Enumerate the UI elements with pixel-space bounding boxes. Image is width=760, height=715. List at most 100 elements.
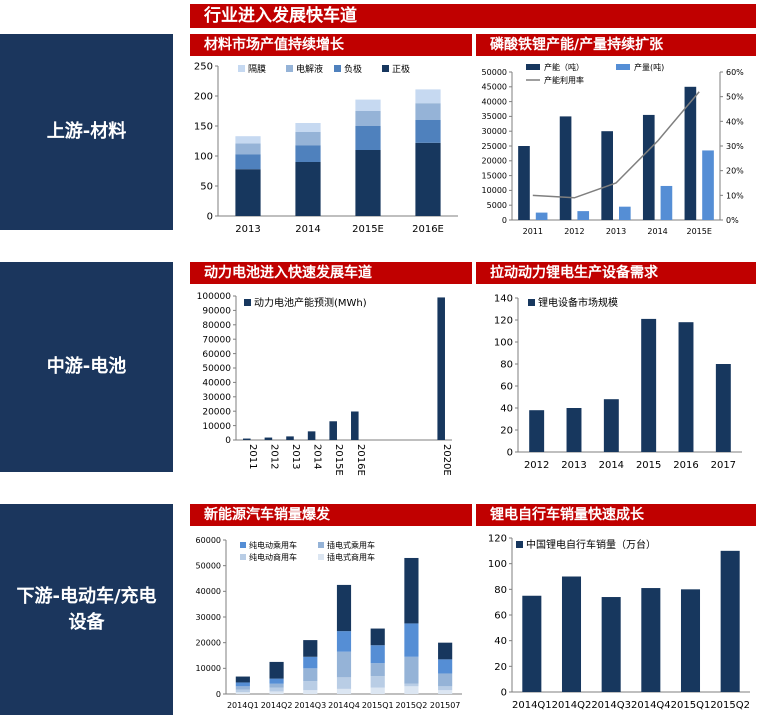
x-tick-label: 2014Q3 — [591, 700, 631, 711]
bar-segment — [235, 169, 261, 216]
bar-segment — [438, 673, 453, 687]
y-tick-label: 15000 — [482, 171, 507, 180]
chart-title-battery-capacity: 动力电池进入快速发展车道 — [190, 262, 472, 284]
x-tick-label: 2015Q1 — [362, 701, 394, 710]
x-tick-label: 2014Q4 — [631, 700, 671, 711]
x-tick-label: 2011 — [523, 227, 543, 236]
bar-segment — [404, 623, 419, 657]
chart-title-lfp: 磷酸铁锂产能/产量持续扩张 — [476, 34, 756, 56]
bar — [518, 146, 530, 220]
x-tick-label: 2012 — [564, 227, 584, 236]
legend-swatch — [318, 554, 324, 560]
y2-tick-label: 40% — [726, 117, 744, 126]
bar-segment — [235, 682, 250, 687]
bar — [307, 431, 316, 440]
legend-swatch — [238, 65, 245, 72]
y-tick-label: 70000 — [202, 335, 231, 345]
y-tick-label: 40000 — [202, 379, 231, 389]
x-tick-label: 2014Q3 — [294, 701, 326, 710]
legend-swatch — [244, 299, 251, 306]
y-tick-label: 60 — [500, 382, 513, 393]
bar — [678, 322, 694, 452]
y-tick-label: 20000 — [196, 638, 221, 647]
bar-segment — [303, 640, 318, 657]
y-tick-label: 0 — [225, 436, 231, 446]
x-tick-label: 2014 — [312, 444, 323, 469]
bar-segment — [404, 683, 419, 687]
y-tick-label: 20 — [500, 426, 513, 437]
bar — [680, 589, 701, 692]
y-tick-label: 0 — [207, 212, 213, 223]
bar — [641, 588, 661, 692]
bar-segment — [438, 690, 453, 694]
y-tick-label: 10000 — [482, 186, 507, 195]
bar-segment — [336, 651, 352, 678]
bar-segment — [370, 663, 385, 677]
row-label-upstream: 上游-材料 — [0, 34, 173, 230]
x-tick-label: 2013 — [606, 227, 626, 236]
legend-label: 中国锂电自行车销量（万台） — [526, 538, 656, 551]
legend-label: 电解液 — [296, 63, 323, 75]
bar — [535, 212, 548, 220]
y-tick-label: 5000 — [487, 201, 507, 210]
bar-segment — [404, 656, 419, 684]
bar-segment — [438, 659, 453, 674]
y-tick-label: 80000 — [202, 321, 231, 331]
legend-label: 产能利用率 — [544, 75, 584, 85]
x-tick-label: 2014 — [647, 227, 667, 236]
row-label-midstream: 中游-电池 — [0, 262, 173, 472]
bar — [619, 206, 631, 220]
bar — [642, 114, 655, 220]
y-tick-label: 120 — [488, 534, 507, 545]
bar-segment — [370, 628, 385, 646]
legend-swatch — [382, 65, 389, 72]
legend-label: 负极 — [344, 63, 362, 75]
bar — [351, 411, 359, 440]
y2-tick-label: 60% — [726, 68, 744, 77]
line-series — [532, 91, 700, 199]
bar-segment — [336, 631, 352, 652]
y-tick-label: 60000 — [196, 536, 221, 545]
y-tick-label: 40 — [494, 636, 507, 647]
x-tick-label: 2016E — [355, 444, 366, 476]
y2-tick-label: 20% — [726, 167, 744, 176]
bar-segment — [415, 120, 441, 143]
y-tick-label: 20 — [494, 662, 507, 673]
y-tick-label: 150 — [194, 122, 213, 133]
x-tick-label: 2014 — [295, 224, 320, 235]
bar-segment — [235, 136, 261, 144]
chart-title-materials: 材料市场产值持续增长 — [190, 34, 472, 56]
bar-segment — [404, 557, 419, 624]
x-tick-label: 2015Q2 — [710, 700, 750, 711]
y-tick-label: 50000 — [196, 561, 221, 570]
bar-segment — [415, 89, 441, 104]
bar-segment — [336, 677, 352, 689]
bar-segment — [269, 678, 284, 684]
bar-segment — [235, 686, 250, 690]
bar-segment — [235, 143, 261, 155]
chart-title-equipment: 拉动动力锂电生产设备需求 — [476, 262, 756, 284]
bar-segment — [370, 687, 385, 694]
x-tick-label: 2017 — [711, 460, 736, 471]
y-tick-label: 50000 — [482, 68, 507, 77]
row-label-downstream: 下游-电动车/充电设备 — [0, 504, 173, 715]
x-tick-label: 2012 — [524, 460, 549, 471]
x-tick-label: 2013 — [561, 460, 586, 471]
y-tick-label: 40 — [500, 404, 513, 415]
y-tick-label: 10000 — [202, 422, 231, 432]
bar-segment — [438, 642, 453, 660]
y-tick-label: 100000 — [197, 292, 232, 302]
legend-swatch — [240, 542, 246, 548]
x-tick-label: 2015 — [636, 460, 661, 471]
x-tick-label: 2013 — [235, 224, 260, 235]
bar-segment — [295, 162, 321, 216]
y-tick-label: 30000 — [196, 613, 221, 622]
y-tick-label: 100 — [488, 559, 507, 570]
legend-label: 产能（吨） — [544, 62, 584, 72]
bar — [603, 399, 619, 452]
y-tick-label: 0 — [507, 448, 513, 459]
y-tick-label: 50 — [200, 182, 213, 193]
y-tick-label: 90000 — [202, 307, 231, 317]
